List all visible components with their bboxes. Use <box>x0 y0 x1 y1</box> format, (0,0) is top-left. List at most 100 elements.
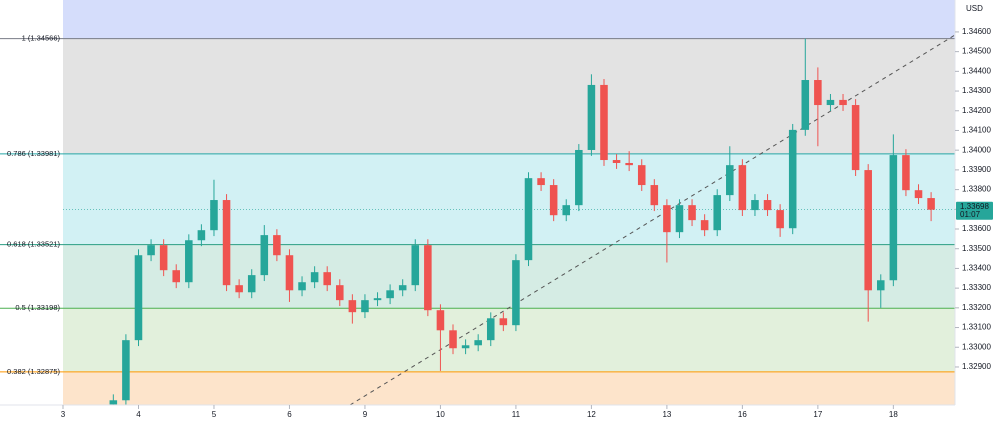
candle-body <box>285 255 294 291</box>
candle-body <box>159 245 168 271</box>
candle-body <box>600 84 608 161</box>
x-tick-label: 16 <box>738 410 747 419</box>
candle-body <box>575 149 583 206</box>
x-tick-label: 17 <box>813 410 822 419</box>
x-tick-label: 3 <box>61 410 66 419</box>
candle-body <box>927 198 935 210</box>
candle-body <box>826 99 835 106</box>
band <box>63 153 955 245</box>
y-tick-label: 1.34300 <box>962 86 991 95</box>
candle-body <box>411 245 420 286</box>
x-tick-label: 5 <box>212 410 217 419</box>
candle-body <box>612 160 621 163</box>
candle-body <box>851 105 860 171</box>
candle-body <box>222 200 231 286</box>
candle-body <box>323 272 331 286</box>
y-tick-label: 1.33300 <box>962 283 991 292</box>
candle-body <box>537 178 545 186</box>
fib-label: 1 (1.34566) <box>22 34 61 43</box>
candle-body <box>247 275 256 293</box>
fib-label: 0.618 (1.33521) <box>7 240 60 249</box>
candle-body <box>398 285 407 291</box>
price-tag <box>956 201 993 220</box>
candle-body <box>273 235 281 256</box>
candle-body <box>361 300 369 313</box>
y-tick-label: 1.33400 <box>962 264 991 273</box>
candle-body <box>726 165 734 196</box>
candle-body <box>185 240 193 283</box>
x-tick-label: 11 <box>512 410 521 419</box>
y-tick-label: 1.34400 <box>962 66 991 75</box>
y-tick-label: 1.33100 <box>962 323 991 332</box>
candle-body <box>839 99 847 106</box>
fib-bands <box>63 0 955 405</box>
y-tick-label: 1.33900 <box>962 165 991 174</box>
y-tick-label: 1.33200 <box>962 303 991 312</box>
candle-body <box>713 195 721 231</box>
x-tick-label: 13 <box>662 410 671 419</box>
candles <box>109 38 935 411</box>
currency: USD <box>966 4 983 13</box>
y-tick-label: 1.32900 <box>962 362 991 371</box>
candle-body <box>134 255 143 341</box>
x-tick-label: 12 <box>587 410 596 419</box>
band <box>63 244 955 309</box>
x-tick-label: 18 <box>889 410 898 419</box>
candle-body <box>562 205 571 216</box>
price-lines <box>0 38 955 373</box>
fib-label: 0.786 (1.33981) <box>7 149 60 158</box>
candle-body <box>486 318 495 341</box>
candle-body <box>386 290 394 299</box>
candle-body <box>700 220 709 231</box>
band <box>63 308 955 372</box>
candle-body <box>637 165 646 186</box>
candle-body <box>109 400 118 405</box>
y-tick-label: 1.34600 <box>962 27 991 36</box>
candle-body <box>587 84 596 150</box>
candle-body <box>889 155 898 281</box>
candle-body <box>688 205 696 221</box>
x-tick-label: 4 <box>136 410 141 419</box>
candle-body <box>147 245 155 256</box>
candle-body <box>336 285 344 301</box>
candle-body <box>776 210 784 229</box>
candle-body <box>663 205 671 233</box>
candle-body <box>197 230 206 241</box>
candle-body <box>524 178 533 261</box>
y-tick-label: 1.33800 <box>962 185 991 194</box>
fib-label: 0.5 (1.33198) <box>15 303 60 312</box>
band <box>63 0 955 39</box>
candle-body <box>814 80 822 106</box>
x-tick-label: 9 <box>363 410 368 419</box>
x-tick-label: 6 <box>287 410 292 419</box>
candle-body <box>348 300 357 313</box>
fib-label: 0.382 (1.32875) <box>7 367 60 376</box>
trend-line <box>349 34 956 406</box>
candle-body <box>902 155 910 191</box>
candle-body <box>650 185 659 206</box>
candle-body <box>788 129 797 229</box>
axis-labels: 1 (1.34566) 0.786 (1.33981) 0.618 (1.33521… <box>7 27 993 419</box>
candle-body <box>373 298 382 301</box>
candle-body <box>210 200 218 231</box>
candle-body <box>449 330 457 349</box>
y-tick-label: 1.33600 <box>962 224 991 233</box>
x-tick-label: 10 <box>436 410 445 419</box>
candle-body <box>260 235 269 276</box>
price-tag-countdown: 01:07 <box>960 210 981 219</box>
candle-body <box>876 280 885 291</box>
candle-body <box>549 185 558 216</box>
time-axis <box>0 405 955 424</box>
candle-body <box>763 200 772 211</box>
candle-body <box>172 270 181 283</box>
candle-body <box>801 80 810 130</box>
candle-body <box>461 345 470 349</box>
y-tick-label: 1.34500 <box>962 47 991 56</box>
candle-body <box>738 165 747 211</box>
candle-body <box>751 200 759 211</box>
candle-body <box>864 170 872 291</box>
y-tick-label: 1.34200 <box>962 106 991 115</box>
candle-body <box>235 285 243 293</box>
y-tick-label: 1.34100 <box>962 126 991 135</box>
